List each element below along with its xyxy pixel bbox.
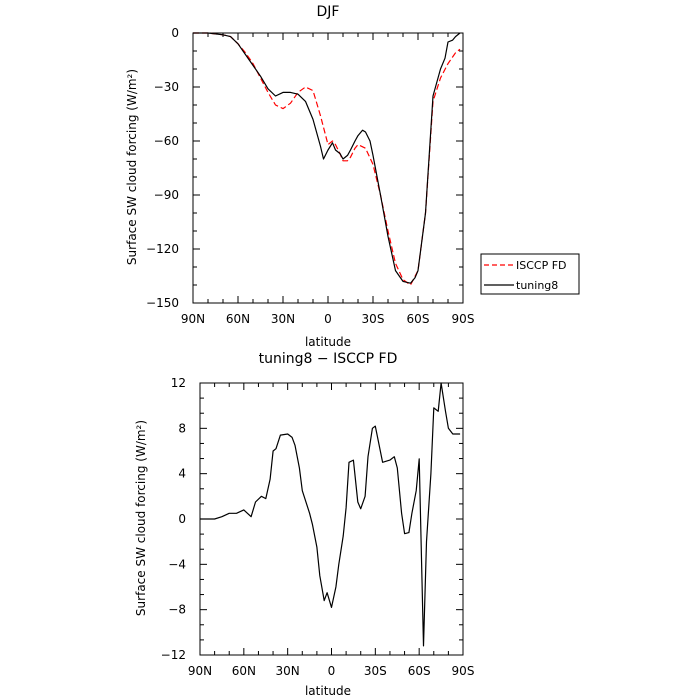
x-tick-label: 90S xyxy=(452,312,475,326)
chart-2-x-axis-label: latitude xyxy=(305,684,351,698)
x-tick-label: 30N xyxy=(271,312,295,326)
x-tick-label: 30S xyxy=(362,312,385,326)
x-tick-label: 90N xyxy=(188,664,212,678)
chart-2-title: tuning8 − ISCCP FD xyxy=(259,351,398,367)
x-tick-label: 60S xyxy=(408,664,431,678)
y-tick-label: −8 xyxy=(168,603,186,617)
chart-1-x-axis-label: latitude xyxy=(305,335,351,349)
y-tick-label: −150 xyxy=(146,296,179,310)
chart-1-legend: ISCCP FD tuning8 xyxy=(480,253,580,295)
series-line-chart-2-series-0 xyxy=(200,382,461,647)
x-tick-label: 30S xyxy=(364,664,387,678)
chart-1-x-axis: 90N 60N 30N 0 30S 60S 90S xyxy=(181,33,475,326)
chart-1-plot-area xyxy=(192,32,464,304)
y-tick-label: 12 xyxy=(171,376,186,390)
y-tick-label: −12 xyxy=(161,648,186,662)
legend-box xyxy=(480,253,580,295)
x-tick-label: 90S xyxy=(452,664,475,678)
y-tick-label: −4 xyxy=(168,557,186,571)
chart-djf: DJF 90N 60N 30N 0 30S 60S 90S 0 −30 −60 −90 −120 −1… xyxy=(125,4,580,349)
y-tick-label: 0 xyxy=(171,26,179,40)
legend-label-isccp-fd: ISCCP FD xyxy=(516,259,567,272)
x-tick-label: 60N xyxy=(226,312,250,326)
series-line-isccp-fd xyxy=(193,32,461,286)
chart-1-title: DJF xyxy=(317,4,340,20)
y-tick-label: 0 xyxy=(178,512,186,526)
x-tick-label: 0 xyxy=(328,664,336,678)
y-tick-label: −90 xyxy=(154,188,179,202)
chart-2-plot-area xyxy=(199,382,464,656)
chart-2-y-axis-label: Surface SW cloud forcing (W/m²) xyxy=(134,420,148,616)
legend-label-tuning8: tuning8 xyxy=(516,279,558,292)
chart-1-y-axis: 0 −30 −60 −90 −120 −150 xyxy=(146,26,463,310)
y-tick-label: −60 xyxy=(154,134,179,148)
x-tick-label: 60N xyxy=(232,664,256,678)
chart-difference: tuning8 − ISCCP FD 90N 60N 30N 0 30S 60S 90S 1… xyxy=(134,351,474,698)
series-line-tuning8 xyxy=(193,32,461,284)
chart-1-y-axis-label: Surface SW cloud forcing (W/m²) xyxy=(125,69,139,265)
chart-2-x-axis: 90N 60N 30N 0 30S 60S 90S xyxy=(188,383,475,678)
x-tick-label: 0 xyxy=(324,312,332,326)
x-tick-label: 30N xyxy=(276,664,300,678)
y-tick-label: 8 xyxy=(178,421,186,435)
chart-2-y-axis: 12 8 4 0 −4 −8 −12 xyxy=(161,376,463,662)
x-tick-label: 60S xyxy=(407,312,430,326)
plot-frame xyxy=(199,382,464,656)
plot-frame xyxy=(192,32,464,304)
x-tick-label: 90N xyxy=(181,312,205,326)
y-tick-label: 4 xyxy=(178,467,186,481)
y-tick-label: −120 xyxy=(146,242,179,256)
y-tick-label: −30 xyxy=(154,80,179,94)
